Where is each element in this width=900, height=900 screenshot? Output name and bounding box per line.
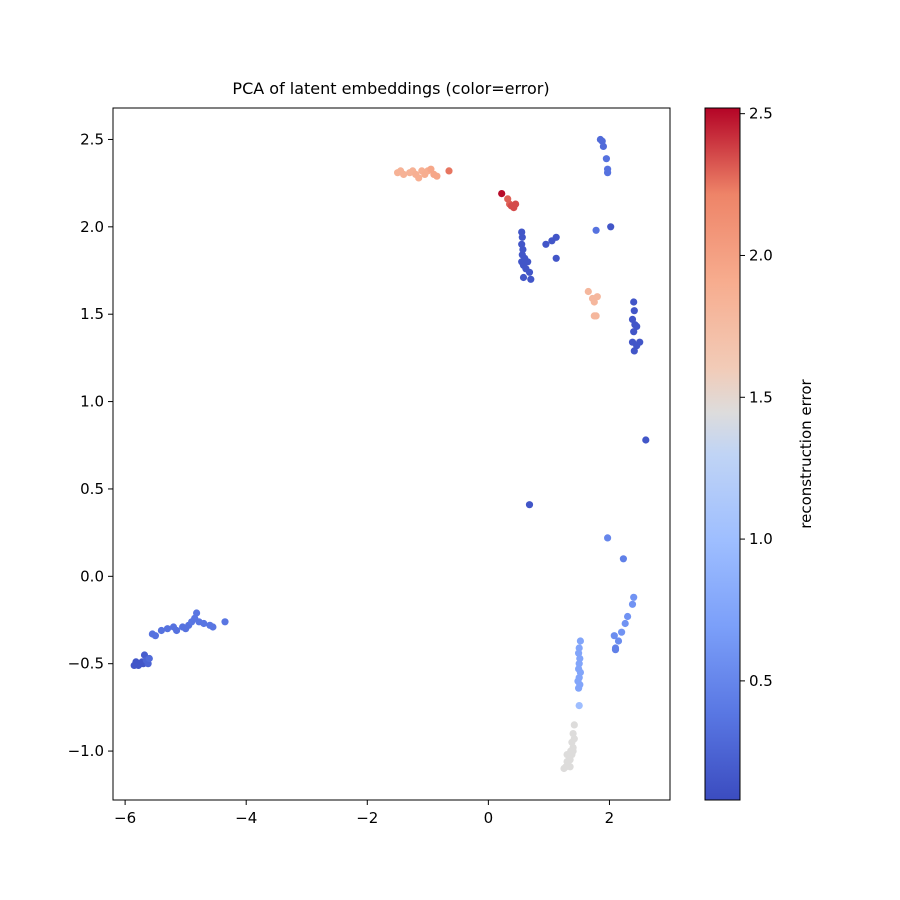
- data-point: [518, 233, 526, 241]
- data-point: [636, 338, 644, 346]
- data-point: [563, 751, 571, 759]
- data-point: [560, 764, 568, 773]
- data-point: [602, 155, 611, 163]
- data-point: [552, 233, 560, 241]
- data-point: [193, 609, 201, 617]
- data-point: [592, 226, 600, 234]
- colorbar-tick-label: 2.0: [749, 246, 773, 264]
- data-point: [542, 240, 550, 248]
- data-point: [621, 619, 629, 628]
- points-layer: [130, 135, 650, 773]
- data-point: [570, 721, 578, 729]
- colorbar-tick-label: 2.5: [749, 105, 773, 123]
- data-point: [576, 654, 584, 663]
- data-point: [592, 312, 600, 320]
- data-point: [624, 612, 632, 621]
- data-point: [575, 684, 583, 692]
- colorbar-tick-label: 0.5: [749, 672, 773, 690]
- data-point: [173, 626, 181, 635]
- x-tick-label: −4: [235, 809, 257, 827]
- x-tick-label: −6: [114, 809, 136, 827]
- data-point: [630, 298, 638, 306]
- data-point: [593, 293, 601, 301]
- data-point: [524, 258, 532, 266]
- data-point: [527, 275, 535, 283]
- y-tick-label: 1.5: [80, 305, 104, 323]
- data-point: [642, 436, 650, 444]
- data-point: [584, 287, 592, 296]
- y-tick-label: −1.0: [68, 742, 104, 760]
- data-point: [525, 268, 534, 276]
- data-point: [575, 660, 583, 668]
- data-point: [630, 347, 638, 355]
- data-point: [611, 646, 620, 654]
- data-point: [566, 763, 574, 771]
- chart-title: PCA of latent embeddings (color=error): [232, 79, 549, 98]
- data-point: [209, 623, 217, 631]
- data-point: [200, 619, 208, 628]
- y-tick-label: 2.0: [80, 218, 104, 236]
- data-point: [576, 637, 585, 645]
- data-point: [163, 625, 172, 633]
- data-point: [525, 501, 534, 509]
- x-axis: −6 −4 −2 0 2: [114, 800, 614, 827]
- y-axis: −1.0 −0.5 0.0 0.5 1.0 1.5 2.0 2.5: [68, 130, 113, 760]
- y-tick-label: −0.5: [68, 655, 104, 673]
- data-point: [400, 170, 408, 178]
- data-point: [433, 172, 441, 180]
- data-point: [145, 654, 153, 663]
- data-point: [604, 534, 612, 542]
- data-point: [630, 307, 638, 315]
- x-tick-label: 0: [484, 809, 494, 827]
- y-tick-label: 2.5: [80, 130, 104, 148]
- y-tick-label: 1.0: [80, 393, 104, 411]
- data-point: [518, 228, 526, 236]
- colorbar-tick-label: 1.0: [749, 530, 773, 548]
- data-point: [607, 223, 615, 231]
- data-point: [445, 167, 453, 175]
- plot-frame: [112, 107, 671, 801]
- data-point: [633, 322, 641, 330]
- data-point: [610, 632, 618, 640]
- y-tick-label: 0.0: [80, 567, 104, 585]
- data-point: [151, 632, 159, 640]
- data-point: [590, 298, 598, 306]
- colorbar-label: reconstruction error: [797, 378, 815, 528]
- data-point: [628, 600, 637, 608]
- data-point: [552, 254, 560, 262]
- colorbar-axis: 0.5 1.0 1.5 2.0 2.5: [740, 105, 773, 690]
- y-tick-label: 0.5: [80, 480, 104, 498]
- colorbar: [704, 107, 741, 801]
- x-tick-label: −2: [356, 809, 378, 827]
- data-point: [221, 618, 229, 626]
- data-point: [498, 190, 506, 198]
- data-point: [519, 245, 527, 254]
- data-point: [575, 644, 583, 652]
- data-point: [519, 273, 528, 282]
- data-point: [575, 702, 583, 710]
- x-tick-label: 2: [605, 809, 615, 827]
- data-point: [630, 328, 638, 336]
- data-point: [604, 169, 612, 177]
- data-point: [415, 174, 423, 182]
- data-point: [614, 637, 623, 645]
- data-point: [618, 628, 626, 636]
- data-point: [511, 200, 520, 208]
- data-point: [157, 626, 165, 635]
- data-point: [599, 142, 608, 150]
- data-point: [569, 747, 577, 755]
- colorbar-tick-label: 1.5: [749, 388, 773, 406]
- data-point: [427, 165, 435, 173]
- data-point: [630, 593, 638, 601]
- data-point: [619, 555, 628, 563]
